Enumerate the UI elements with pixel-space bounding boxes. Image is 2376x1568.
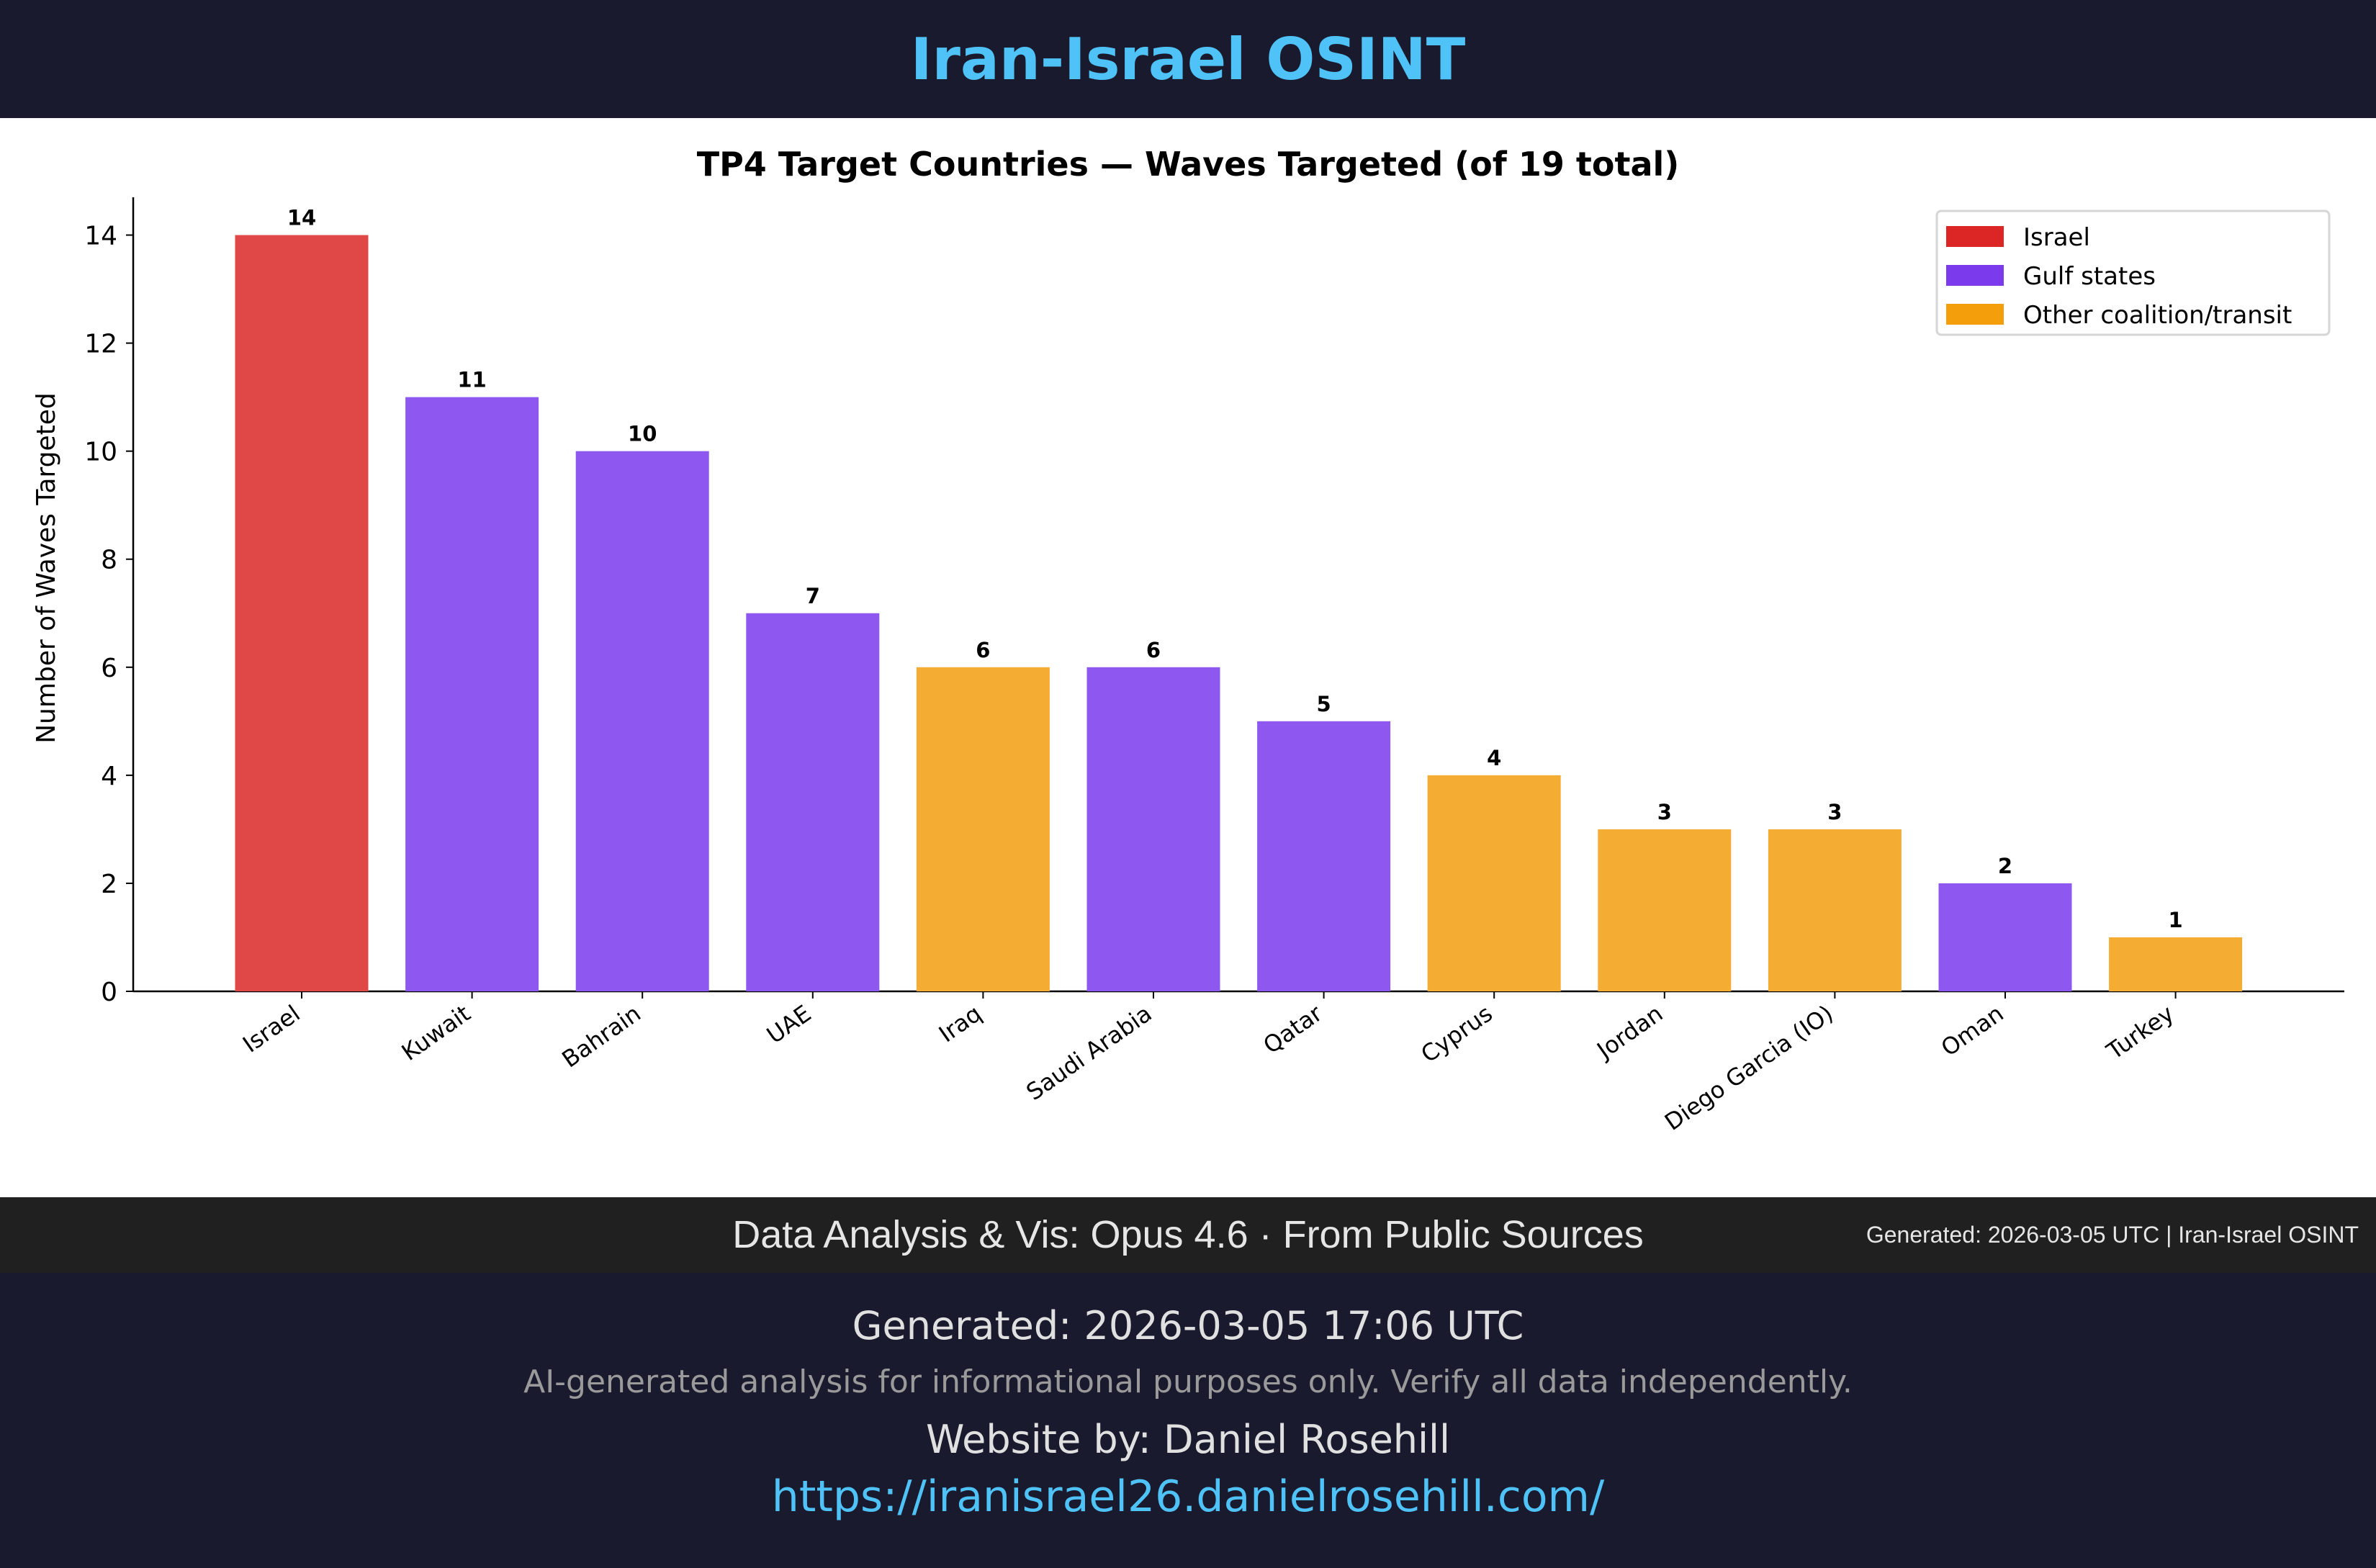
credit-text: Data Analysis & Vis: Opus 4.6 · From Pub… [732,1213,1644,1256]
data-label: 3 [1827,800,1842,824]
bar-diego-garcia-io- [1768,829,1902,991]
data-label: 6 [1146,638,1161,662]
generated-time: Generated: 2026-03-05 17:06 UTC [852,1303,1524,1348]
y-tick-label: 12 [84,330,117,359]
x-tick-label: Turkey [2101,999,2179,1065]
y-tick-label: 0 [101,978,117,1007]
site-title: Iran-Israel OSINT [910,25,1466,93]
bar-israel [235,235,369,991]
site-header: Iran-Israel OSINT [0,0,2376,118]
generated-stamp: Generated: 2026-03-05 UTC | Iran-Israel … [1866,1222,2359,1248]
bar-jordan [1598,829,1732,991]
x-tick-label: Iraq [934,999,986,1047]
legend-swatch [1946,265,2004,286]
legend-label: Other coalition/transit [2023,301,2292,330]
x-tick-label: Oman [1936,999,2009,1061]
x-tick-label: Kuwait [397,999,475,1065]
data-label: 14 [287,206,316,230]
legend-label: Gulf states [2023,262,2156,291]
data-label: 11 [457,368,486,392]
legend-label: Israel [2023,223,2090,252]
bar-qatar [1257,721,1391,991]
y-tick-label: 14 [84,222,117,251]
x-tick-label: Jordan [1591,999,1668,1065]
x-tick-label: Saudi Arabia [1021,999,1156,1106]
chart-title: TP4 Target Countries — Waves Targeted (o… [697,145,1680,184]
bar-saudi-arabia [1086,667,1220,991]
data-label: 4 [1487,746,1501,770]
data-label: 10 [628,422,657,446]
bar-turkey [2109,937,2243,991]
bar-kuwait [405,397,539,991]
chart-panel: TP4 Target Countries — Waves Targeted (o… [0,118,2376,1197]
x-tick-label: Qatar [1259,999,1328,1059]
data-label: 3 [1657,800,1672,824]
website-link[interactable]: https://iranisrael26.danielrosehill.com/ [771,1472,1605,1522]
data-label: 2 [1998,854,2012,878]
data-label: 5 [1317,692,1331,716]
bar-iraq [916,667,1050,991]
bar-chart: TP4 Target Countries — Waves Targeted (o… [32,145,2344,1136]
x-tick-label: UAE [762,999,816,1049]
y-tick-label: 6 [101,654,117,683]
y-tick-label: 8 [101,546,117,575]
legend-frame [1935,209,2331,336]
bar-uae [746,613,880,991]
data-label: 7 [806,584,820,608]
y-tick-label: 10 [84,438,117,467]
y-tick-label: 4 [101,762,117,791]
x-tick-label: Cyprus [1416,999,1497,1068]
y-axis-label: Number of Waves Targeted [32,392,61,744]
credit-strip: Data Analysis & Vis: Opus 4.6 · From Pub… [0,1197,2376,1273]
bar-bahrain [575,451,709,991]
x-tick-label: Israel [238,999,305,1058]
bar-oman [1938,883,2072,991]
y-tick-label: 2 [101,870,117,899]
bar-cyprus [1427,775,1561,991]
x-tick-label: Diego Garcia (IO) [1660,999,1838,1135]
website-credit: Website by: Daniel Rosehill [925,1417,1451,1462]
x-tick-label: Bahrain [557,999,646,1073]
legend: Israel Gulf states Other coalition/transit [1935,209,2331,336]
data-label: 6 [976,638,990,662]
disclaimer: AI-generated analysis for informational … [523,1364,1853,1400]
data-label: 1 [2169,908,2183,932]
legend-swatch [1946,226,2004,247]
legend-swatch [1946,304,2004,325]
footer: Generated: 2026-03-05 17:06 UTC AI-gener… [0,1273,2376,1568]
